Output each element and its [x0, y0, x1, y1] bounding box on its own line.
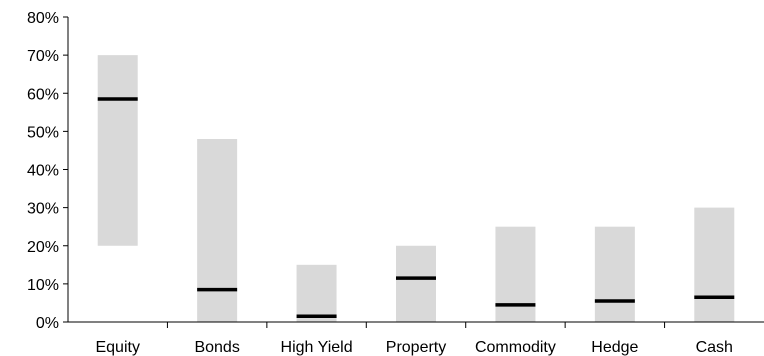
y-tick-label: 30% [27, 201, 59, 218]
y-tick-label: 70% [27, 48, 59, 65]
x-category-label: Hedge [591, 339, 638, 356]
range-bar [594, 226, 635, 322]
range-bar [694, 207, 735, 322]
y-axis-ticks: 0% 10% 20% 30% 40% 50% 60% 70% 80% [27, 10, 68, 332]
y-tick-label: 60% [27, 86, 59, 103]
x-category-label: Property [386, 339, 446, 356]
x-axis-ticks: Equity Bonds High Yield Property Commodity He… [95, 322, 733, 356]
y-tick-label: 40% [27, 163, 59, 180]
marker-lines [97, 97, 735, 319]
range-bar [97, 55, 138, 246]
y-tick-label: 0% [36, 315, 59, 332]
x-category-label: High Yield [281, 339, 353, 356]
y-tick-label: 50% [27, 124, 59, 141]
range-bar [197, 139, 238, 322]
range-bar [396, 245, 436, 322]
x-category-label: Cash [696, 339, 733, 356]
range-bar [296, 264, 337, 322]
x-category-label: Commodity [475, 339, 556, 356]
y-tick-label: 80% [27, 10, 59, 27]
x-category-label: Equity [95, 339, 139, 356]
range-bar [495, 226, 536, 322]
range-bars [97, 55, 735, 322]
x-category-label: Bonds [194, 339, 239, 356]
y-tick-label: 20% [27, 239, 59, 256]
y-tick-label: 10% [27, 277, 59, 294]
